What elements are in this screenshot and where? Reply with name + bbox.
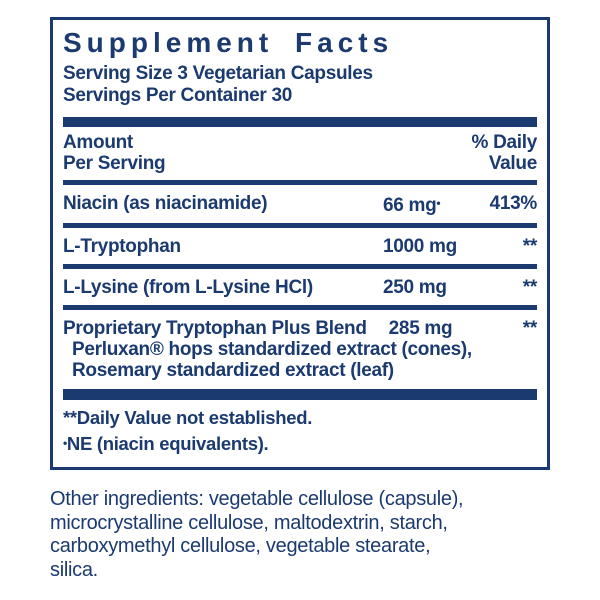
- supplement-facts-panel: Supplement Facts Serving Size 3 Vegetari…: [50, 17, 550, 470]
- divider-thin: [63, 180, 537, 185]
- other-ingredients-line: carboxymethyl cellulose, vegetable stear…: [50, 535, 431, 557]
- amount-per-serving-header: Amount Per Serving: [63, 132, 166, 174]
- daily-value-header: % Daily Value: [472, 132, 538, 174]
- ingredient-name: Niacin (as niacinamide): [63, 193, 268, 214]
- blend-component-line: Perluxan® hops standardized extract (con…: [72, 339, 472, 360]
- ingredient-amount: 66 mg•: [383, 195, 441, 216]
- ingredient-name: L-Lysine (from L-Lysine HCl): [63, 277, 313, 298]
- blend-main-line: Proprietary Tryptophan Plus Blend 285 mg…: [63, 318, 537, 339]
- other-ingredients-text: Other ingredients: vegetable cellulose (…: [50, 488, 560, 582]
- ingredient-amount: 1000 mg: [383, 236, 457, 257]
- dv-header-line2: Value: [488, 153, 537, 174]
- divider-thin: [63, 264, 537, 269]
- ingredient-daily-value: **: [522, 277, 538, 298]
- other-ingredients-line: silica.: [50, 558, 98, 581]
- blend-component-line: Rosemary standardized extract (leaf): [72, 360, 394, 381]
- table-row-niacin: Niacin (as niacinamide) 66 mg• 413%: [63, 185, 537, 223]
- table-row-proprietary-blend: Proprietary Tryptophan Plus Blend 285 mg…: [63, 310, 537, 389]
- ingredient-daily-value: 413%: [489, 193, 538, 214]
- ingredient-name: L-Tryptophan: [63, 236, 181, 257]
- servings-per-container-line: Servings Per Container 30: [63, 85, 293, 106]
- panel-title: Supplement Facts: [63, 27, 394, 58]
- table-header-row: Amount Per Serving % Daily Value: [63, 127, 537, 180]
- amount-header-line1: Amount: [63, 132, 133, 153]
- table-row-tryptophan: L-Tryptophan 1000 mg **: [63, 228, 537, 264]
- dv-header-line1: % Daily: [471, 132, 538, 153]
- table-row-lysine: L-Lysine (from L-Lysine HCl) 250 mg **: [63, 269, 537, 305]
- ne-footnote-marker: •: [63, 436, 67, 450]
- niacin-footnote-marker: •: [436, 196, 441, 210]
- other-ingredients-line: Other ingredients: vegetable cellulose (…: [50, 488, 464, 510]
- amount-header-line2: Per Serving: [63, 153, 166, 174]
- divider-thin: [63, 305, 537, 310]
- blend-name: Proprietary Tryptophan Plus Blend: [63, 318, 367, 339]
- blend-amount: 285 mg: [388, 318, 453, 339]
- footnotes-section: **Daily Value not established. •NE (niac…: [63, 400, 537, 460]
- serving-size-line: Serving Size 3 Vegetarian Capsules: [63, 63, 373, 84]
- divider-thick-bottom: [63, 389, 537, 400]
- footnote-daily-value: **Daily Value not established.: [63, 407, 313, 428]
- divider-thin: [63, 223, 537, 228]
- ingredient-daily-value: **: [522, 236, 538, 257]
- blend-daily-value: **: [522, 318, 538, 339]
- other-ingredients-line: microcrystalline cellulose, maltodextrin…: [50, 511, 448, 534]
- ingredient-amount: 250 mg: [383, 277, 447, 298]
- footnote-ne: •NE (niacin equivalents).: [63, 433, 269, 454]
- divider-thick-top: [63, 117, 537, 127]
